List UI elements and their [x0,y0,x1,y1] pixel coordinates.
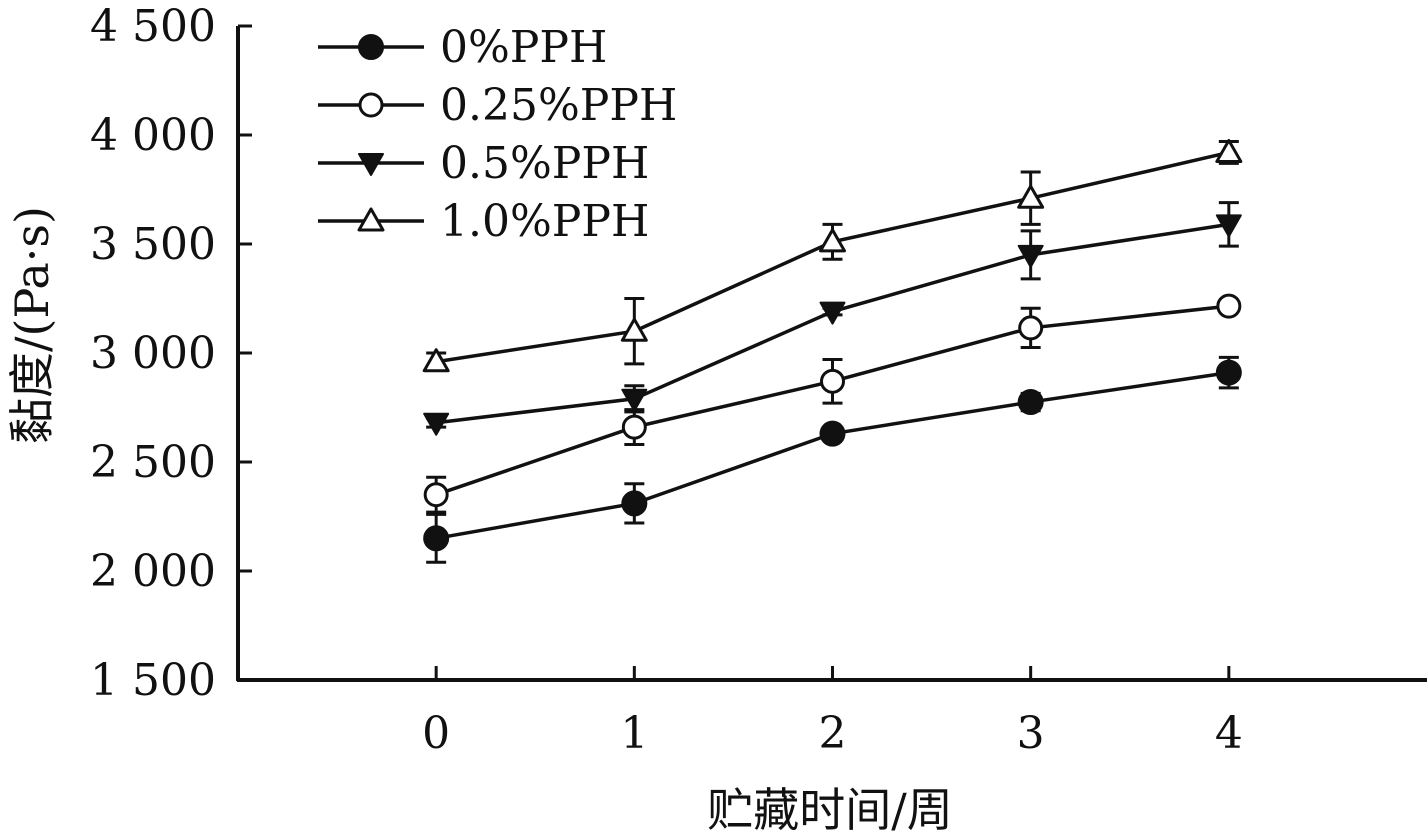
y-tick-label: 2 500 [90,437,216,488]
y-tick-label: 1 500 [90,655,216,706]
y-tick-label: 4 000 [90,110,216,161]
y-tick-label: 4 500 [90,1,216,52]
data-point [819,301,846,325]
data-point [621,388,648,412]
data-point [819,228,846,253]
legend-entry: 0.25%PPH [318,80,677,131]
y-axis-title: 黏度/(Pa·s) [5,206,59,444]
axes [236,26,1427,682]
legend-marker [358,153,384,176]
data-point [1017,184,1045,209]
y-tick-label: 3 000 [90,328,216,379]
legend-entry: 1.0%PPH [318,196,649,247]
x-tick-label: 2 [819,708,847,759]
legend-marker [357,207,385,232]
series-1 [423,293,1242,514]
series-layer [422,138,1243,564]
data-point [1017,244,1044,268]
data-point [1018,315,1044,341]
legend-label: 1.0%PPH [440,196,649,247]
legend-marker [358,34,384,60]
y-tick-label: 3 500 [90,219,216,270]
x-tick-label: 4 [1215,708,1243,759]
data-point [423,525,450,552]
x-tick-label: 3 [1017,708,1045,759]
data-point [1215,214,1242,238]
data-point [423,412,450,436]
legend-marker [358,92,384,118]
x-axis-title: 贮藏时间/周 [707,783,953,836]
legend-entry: 0%PPH [318,22,607,73]
data-point [621,414,647,440]
data-point [423,482,449,508]
legend-label: 0%PPH [440,22,607,73]
legend-label: 0.25%PPH [440,80,677,131]
data-point [820,368,845,394]
series-0 [423,355,1242,564]
x-tick-label: 1 [620,708,648,759]
data-point [620,317,648,342]
data-point [1216,293,1242,319]
data-point [621,490,648,517]
data-point [422,348,450,373]
data-point [819,420,846,447]
ticks: 1 500 2 000 2 500 3 000 3 500 4 000 4 500 0 1 2 3 4 [90,1,1243,759]
data-point [1017,389,1044,416]
legend: 0%PPH 0.25%PPH 0.5%PPH 1.0%PPH [318,22,677,247]
series-2 [423,201,1242,436]
x-tick-label: 0 [422,708,450,759]
series-3 [422,138,1243,373]
data-point [1215,138,1243,163]
legend-label: 0.5%PPH [440,138,649,189]
data-point [1215,359,1242,386]
y-tick-label: 2 000 [90,546,216,597]
legend-entry: 0.5%PPH [318,138,649,189]
